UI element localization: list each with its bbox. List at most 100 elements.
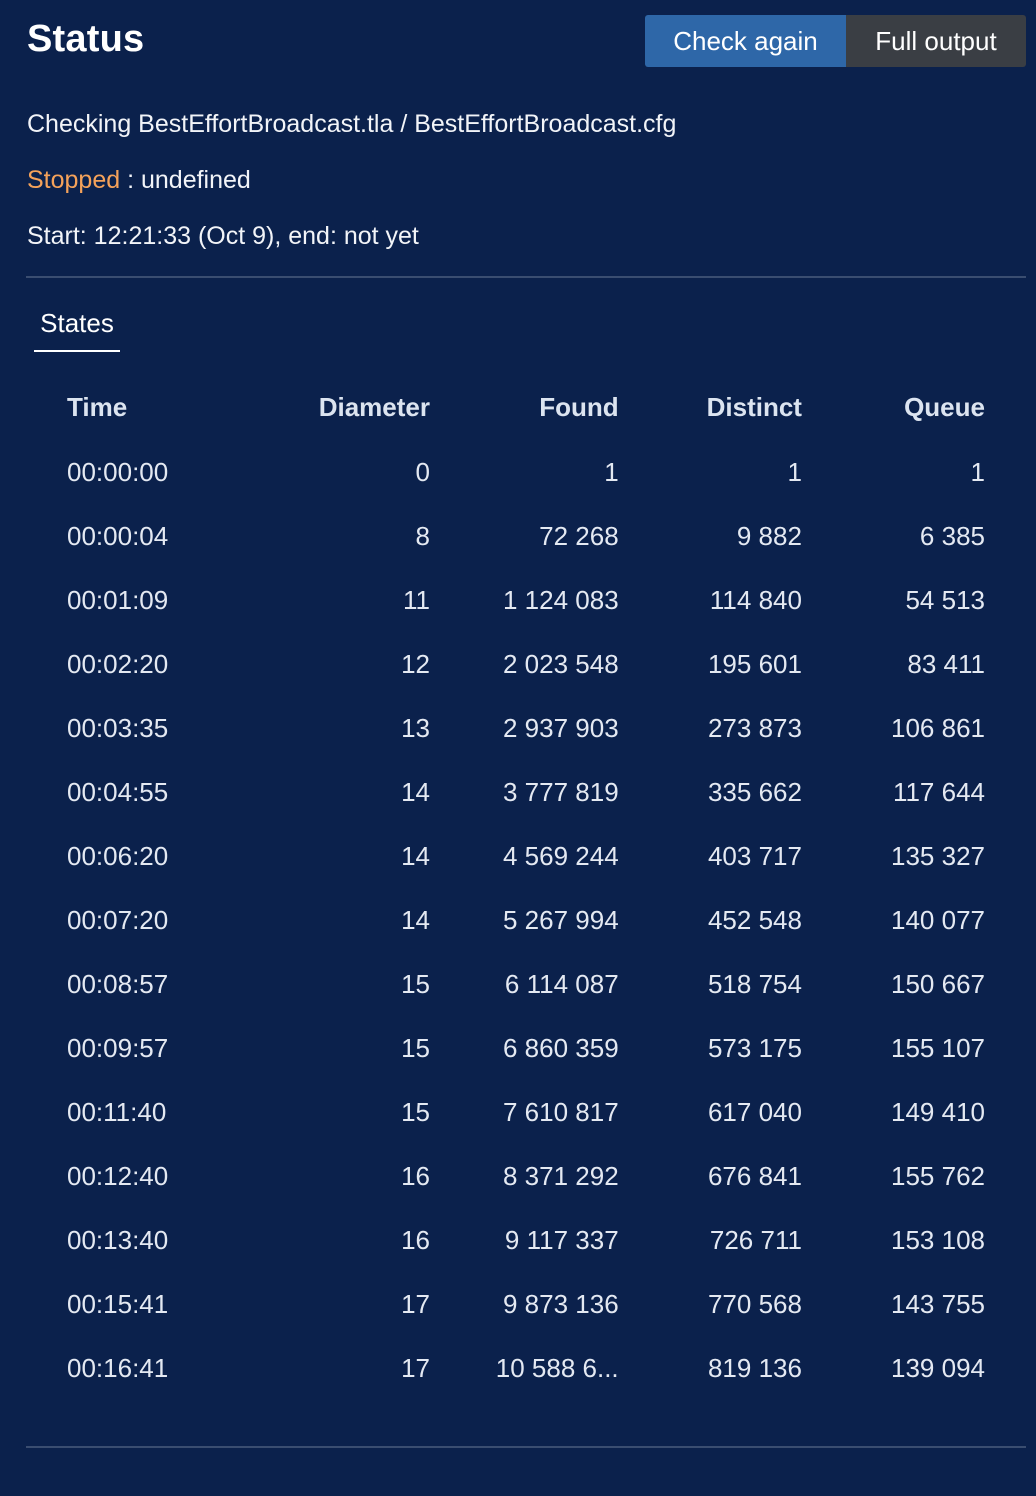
table-row: 00:07:20 14 5 267 994 452 548 140 077 [47,888,1005,952]
cell-diameter: 14 [401,904,430,935]
cell-diameter: 16 [401,1160,430,1191]
cell-queue: 117 644 [892,776,985,807]
cell-distinct: 770 568 [707,1288,802,1319]
cell-time: 00:03:35 [67,712,169,743]
cell-diameter: 15 [401,968,430,999]
cell-found: 1 124 083 [503,584,619,615]
cell-queue: 139 094 [891,1352,985,1383]
column-header-queue: Queue [904,391,985,422]
page-title: Status [27,18,145,60]
table-row: 00:04:55 14 3 777 819 335 662 117 644 [47,760,1005,824]
checking-spec-text: Checking BestEffortBroadcast.tla / BestE… [27,110,677,138]
column-header-time: Time [67,391,128,422]
table-header-row: Time Diameter Found Distinct Queue [47,374,1005,440]
table-row: 00:00:04 8 72 268 9 882 6 385 [47,504,1005,568]
table-row: 00:03:35 13 2 937 903 273 873 106 861 [47,696,1005,760]
table-row: 00:06:20 14 4 569 244 403 717 135 327 [47,824,1005,888]
cell-queue: 106 861 [891,712,985,743]
cell-found: 8 371 292 [503,1160,619,1191]
cell-found: 6 860 359 [503,1032,619,1063]
cell-distinct: 114 840 [709,584,802,615]
cell-diameter: 11 [402,584,430,615]
divider [26,1446,1026,1448]
cell-distinct: 9 882 [736,520,802,551]
cell-found: 9 117 337 [504,1224,619,1255]
cell-queue: 153 108 [891,1224,985,1255]
cell-time: 00:04:55 [67,776,169,807]
status-label: Stopped [27,166,121,194]
cell-found: 9 873 136 [503,1288,619,1319]
cell-time: 00:11:40 [67,1096,167,1127]
cell-found: 7 610 817 [503,1096,619,1127]
cell-distinct: 195 601 [707,648,802,679]
table-row: 00:00:00 0 1 1 1 [47,440,1005,504]
cell-distinct: 403 717 [707,840,802,871]
cell-queue: 150 667 [891,968,985,999]
table-row: 00:12:40 16 8 371 292 676 841 155 762 [47,1144,1005,1208]
cell-queue: 143 755 [891,1288,985,1319]
cell-distinct: 819 136 [707,1352,802,1383]
cell-found: 2 937 903 [503,712,619,743]
cell-diameter: 17 [401,1352,430,1383]
cell-diameter: 8 [415,520,430,551]
cell-found: 72 268 [539,520,619,551]
cell-found: 10 588 6... [495,1352,619,1383]
cell-distinct: 726 711 [709,1224,802,1255]
cell-time: 00:00:00 [67,456,169,487]
cell-time: 00:13:40 [67,1224,169,1255]
cell-diameter: 12 [401,648,430,679]
cell-queue: 155 107 [891,1032,985,1063]
cell-diameter: 0 [415,456,430,487]
tab-states[interactable]: States [34,308,120,352]
cell-found: 6 114 087 [504,968,619,999]
cell-queue: 155 762 [891,1160,985,1191]
cell-queue: 54 513 [905,584,985,615]
cell-distinct: 335 662 [707,776,802,807]
column-header-diameter: Diameter [318,391,430,422]
cell-time: 00:12:40 [67,1160,169,1191]
states-table: Time Diameter Found Distinct Queue 00:00… [47,374,1005,1400]
cell-queue: 149 410 [891,1096,985,1127]
cell-distinct: 273 873 [707,712,802,743]
cell-found: 4 569 244 [503,840,619,871]
cell-diameter: 13 [401,712,430,743]
cell-distinct: 676 841 [707,1160,802,1191]
cell-queue: 1 [970,456,985,487]
cell-diameter: 14 [401,776,430,807]
table-row: 00:16:41 17 10 588 6... 819 136 139 094 [47,1336,1005,1400]
cell-time: 00:01:09 [67,584,169,615]
table-row: 00:09:57 15 6 860 359 573 175 155 107 [47,1016,1005,1080]
cell-diameter: 15 [401,1032,430,1063]
cell-found: 1 [604,456,619,487]
cell-queue: 140 077 [891,904,985,935]
cell-time: 00:09:57 [67,1032,169,1063]
table-body: 00:00:00 0 1 1 1 00:00:04 8 72 268 9 882 6 385 00:… [47,440,1005,1400]
cell-distinct: 518 754 [707,968,802,999]
cell-distinct: 452 548 [707,904,802,935]
cell-queue: 6 385 [919,520,985,551]
status-header: Status Check again Full output [0,0,1036,84]
cell-distinct: 617 040 [707,1096,802,1127]
cell-time: 00:16:41 [67,1352,169,1383]
divider [26,276,1026,278]
table-row: 00:13:40 16 9 117 337 726 711 153 108 [47,1208,1005,1272]
cell-diameter: 16 [401,1224,430,1255]
cell-time: 00:02:20 [67,648,169,679]
column-header-distinct: Distinct [706,391,802,422]
table-row: 00:15:41 17 9 873 136 770 568 143 755 [47,1272,1005,1336]
cell-diameter: 17 [401,1288,430,1319]
status-value: : undefined [120,166,251,194]
cell-time: 00:07:20 [67,904,169,935]
table-row: 00:01:09 11 1 124 083 114 840 54 513 [47,568,1005,632]
cell-found: 3 777 819 [503,776,619,807]
table-row: 00:08:57 15 6 114 087 518 754 150 667 [47,952,1005,1016]
column-header-found: Found [539,391,619,422]
cell-queue: 135 327 [891,840,985,871]
check-again-button[interactable]: Check again [645,15,846,67]
cell-found: 2 023 548 [503,648,619,679]
cell-found: 5 267 994 [503,904,619,935]
cell-time: 00:00:04 [67,520,169,551]
full-output-button[interactable]: Full output [846,15,1026,67]
cell-time: 00:15:41 [67,1288,169,1319]
cell-distinct: 573 175 [707,1032,802,1063]
